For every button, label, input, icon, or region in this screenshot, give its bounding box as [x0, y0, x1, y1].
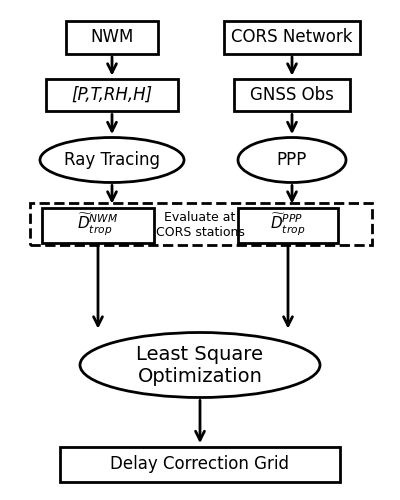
Text: GNSS Obs: GNSS Obs: [250, 86, 334, 104]
FancyBboxPatch shape: [234, 78, 350, 111]
Ellipse shape: [40, 138, 184, 182]
Text: CORS Network: CORS Network: [231, 28, 353, 46]
Text: Delay Correction Grid: Delay Correction Grid: [110, 455, 290, 473]
Ellipse shape: [80, 332, 320, 398]
FancyBboxPatch shape: [238, 208, 338, 242]
Text: $\widetilde{D}_{trop}^{PPP}$: $\widetilde{D}_{trop}^{PPP}$: [270, 212, 306, 238]
FancyBboxPatch shape: [224, 21, 360, 54]
FancyBboxPatch shape: [46, 78, 178, 111]
FancyBboxPatch shape: [42, 208, 154, 242]
Ellipse shape: [238, 138, 346, 182]
Text: Evaluate at
CORS stations: Evaluate at CORS stations: [156, 211, 244, 239]
Text: Ray Tracing: Ray Tracing: [64, 151, 160, 169]
FancyBboxPatch shape: [66, 21, 158, 54]
FancyBboxPatch shape: [60, 446, 340, 482]
Text: [P,T,RH,H]: [P,T,RH,H]: [72, 86, 152, 104]
Text: $\widetilde{D}_{trop}^{NWM}$: $\widetilde{D}_{trop}^{NWM}$: [77, 212, 119, 238]
Text: Least Square
Optimization: Least Square Optimization: [136, 344, 264, 386]
FancyBboxPatch shape: [30, 202, 372, 245]
Text: PPP: PPP: [277, 151, 307, 169]
Text: NWM: NWM: [90, 28, 134, 46]
